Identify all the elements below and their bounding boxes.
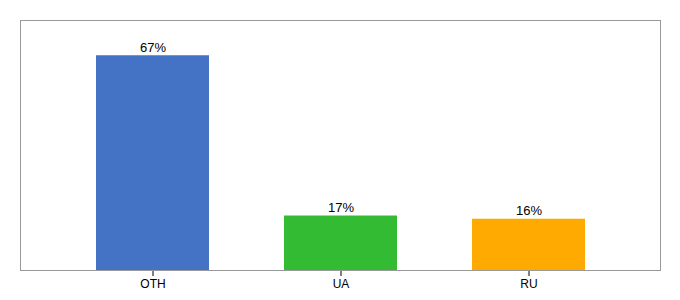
svg-text:17%: 17% <box>328 200 354 215</box>
svg-text:OTH: OTH <box>140 277 165 291</box>
svg-text:67%: 67% <box>140 40 166 55</box>
svg-text:16%: 16% <box>516 203 542 218</box>
svg-text:RU: RU <box>520 277 537 291</box>
svg-text:UA: UA <box>333 277 350 291</box>
